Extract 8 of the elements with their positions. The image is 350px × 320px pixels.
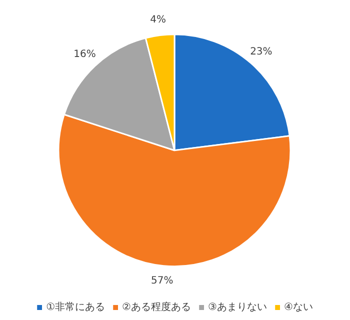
data-label: 57%	[151, 276, 174, 287]
data-label: 4%	[150, 14, 166, 26]
legend-label: ②ある程度ある	[122, 300, 191, 314]
legend-label: ④ない	[284, 301, 313, 314]
data-label: 23%	[250, 46, 272, 58]
data-label: 16%	[74, 49, 96, 60]
legend-label: ①非常にある	[46, 300, 106, 314]
legend-label: ③あまりない	[208, 301, 267, 314]
